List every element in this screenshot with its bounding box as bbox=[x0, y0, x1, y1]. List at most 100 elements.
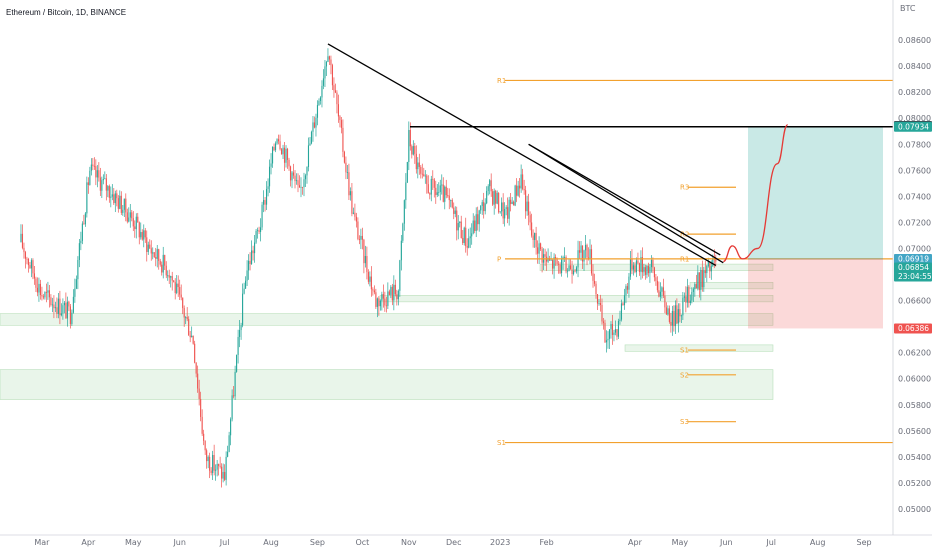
candle bbox=[324, 66, 326, 79]
candle bbox=[176, 283, 178, 293]
candle bbox=[84, 213, 86, 225]
candle bbox=[132, 218, 134, 227]
candle bbox=[668, 308, 670, 322]
candle bbox=[113, 194, 115, 204]
candle bbox=[354, 212, 356, 217]
candle bbox=[694, 284, 696, 290]
pivot-label: S3 bbox=[680, 418, 689, 426]
candle bbox=[366, 256, 368, 273]
currency-label: BTC bbox=[900, 4, 916, 13]
y-tick-label: 0.08400 bbox=[898, 62, 931, 71]
candle bbox=[273, 146, 275, 151]
candle bbox=[498, 192, 500, 213]
candle bbox=[192, 335, 194, 344]
candle bbox=[433, 179, 435, 188]
candle bbox=[435, 187, 437, 195]
candle bbox=[334, 90, 337, 93]
trendline[interactable] bbox=[528, 143, 721, 256]
candle bbox=[414, 146, 416, 154]
candle bbox=[298, 185, 301, 188]
stop-price-label: 0.06386 bbox=[898, 324, 929, 333]
candle bbox=[647, 265, 649, 274]
trendline[interactable] bbox=[528, 143, 724, 264]
candle bbox=[231, 395, 233, 420]
candle bbox=[558, 263, 560, 265]
candle bbox=[47, 290, 49, 293]
candle bbox=[682, 297, 684, 316]
candle bbox=[158, 249, 160, 261]
candle bbox=[59, 298, 61, 316]
candle bbox=[468, 238, 470, 248]
candle bbox=[218, 463, 220, 466]
candle bbox=[569, 265, 572, 270]
candle bbox=[251, 250, 253, 265]
candle bbox=[267, 186, 269, 190]
candle bbox=[300, 186, 302, 188]
candle bbox=[21, 233, 24, 248]
candle bbox=[432, 178, 434, 180]
candle bbox=[378, 298, 380, 307]
candle bbox=[292, 172, 295, 176]
candle bbox=[625, 286, 627, 296]
candle bbox=[462, 238, 464, 243]
candle bbox=[710, 266, 712, 272]
candle bbox=[361, 235, 363, 240]
candle bbox=[686, 286, 688, 303]
candle bbox=[262, 200, 265, 205]
candle bbox=[519, 185, 521, 189]
candle bbox=[128, 217, 130, 222]
candle bbox=[495, 190, 497, 204]
x-tick-label: Nov bbox=[401, 538, 417, 547]
candle bbox=[261, 204, 263, 228]
candle bbox=[304, 175, 307, 180]
candle bbox=[161, 264, 163, 273]
x-tick-label: Apr bbox=[628, 538, 643, 547]
candle bbox=[203, 433, 205, 441]
candle bbox=[426, 175, 428, 185]
candle bbox=[20, 233, 22, 242]
candle bbox=[81, 223, 83, 241]
candle bbox=[327, 56, 329, 62]
candle bbox=[294, 175, 296, 182]
candle bbox=[662, 287, 664, 296]
candle bbox=[535, 232, 537, 248]
drawn-trendlines[interactable] bbox=[327, 43, 893, 266]
candle bbox=[143, 230, 145, 240]
candle bbox=[438, 191, 440, 193]
candle bbox=[596, 294, 599, 304]
candle bbox=[331, 65, 334, 86]
candle bbox=[423, 174, 425, 177]
candle bbox=[656, 280, 658, 291]
candle bbox=[601, 304, 603, 322]
candle bbox=[653, 267, 655, 278]
long-position-tool[interactable] bbox=[748, 126, 883, 329]
candle bbox=[54, 307, 56, 309]
candle bbox=[282, 147, 284, 155]
time-axis[interactable]: Mar Apr May Jun Jul Aug Sep Oct Nov Dec 2023 Feb Apr… bbox=[0, 534, 932, 547]
price-axis[interactable]: BTC 0.08600 0.08400 0.08200 0.08000 0.07800 0.… bbox=[892, 0, 932, 550]
candle bbox=[336, 92, 338, 105]
candle bbox=[664, 295, 666, 308]
candle bbox=[242, 293, 244, 326]
y-tick-label: 0.06000 bbox=[898, 375, 931, 384]
pivot-label: S2 bbox=[680, 371, 689, 379]
candle bbox=[201, 416, 203, 434]
candle bbox=[297, 180, 299, 186]
candle bbox=[638, 263, 640, 273]
projection-path[interactable] bbox=[723, 124, 789, 263]
candle bbox=[352, 212, 354, 214]
candle bbox=[71, 312, 73, 324]
candle bbox=[277, 139, 280, 142]
candle bbox=[703, 270, 705, 288]
candle bbox=[288, 159, 290, 167]
stop-zone[interactable] bbox=[748, 259, 883, 329]
candle bbox=[62, 305, 64, 314]
candle bbox=[677, 309, 679, 324]
candle bbox=[42, 296, 44, 298]
candle bbox=[477, 214, 479, 225]
y-tick-label: 0.07800 bbox=[898, 140, 931, 149]
target-zone[interactable] bbox=[748, 126, 883, 260]
trendline[interactable] bbox=[327, 43, 717, 266]
candle bbox=[315, 117, 317, 128]
